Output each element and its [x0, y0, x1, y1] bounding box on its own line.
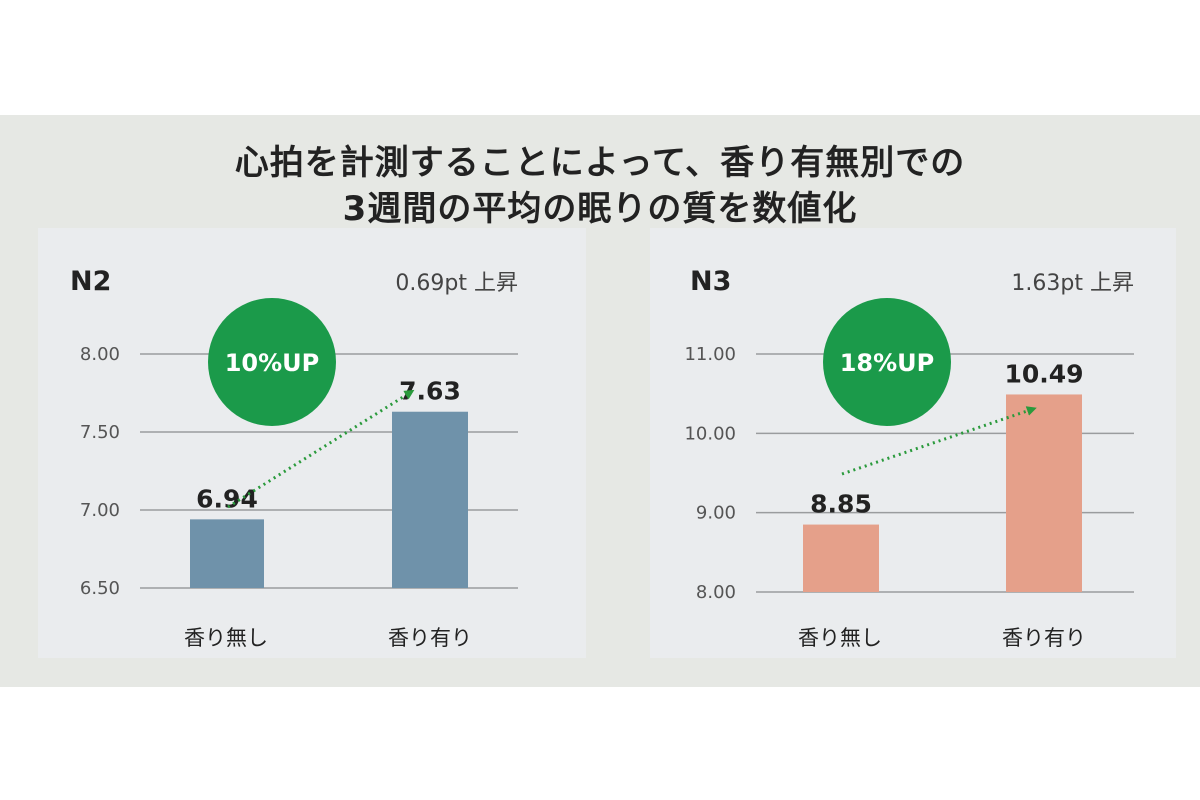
panel-subtitle: 1.63pt 上昇 — [1011, 271, 1134, 296]
panel-n3: N3 1.63pt 上昇 8.00 9.00 10.00 11.00 8.85 香り無し 10.… — [684, 266, 1134, 650]
panel-title: N2 — [70, 266, 111, 297]
chart-title: 心拍を計測することによって、香り有無別での 3週間の平均の眠りの質を数値化 — [0, 140, 1200, 232]
chart-title-line-2: 3週間の平均の眠りの質を数値化 — [342, 189, 858, 229]
panel-background-n2 — [38, 228, 586, 658]
trend-arrow — [841, 406, 1037, 476]
y-tick-label: 8.00 — [696, 582, 736, 603]
bar-with-scent — [392, 411, 468, 588]
x-tick-label: 香り有り — [388, 626, 472, 650]
x-tick-label: 香り有り — [1002, 626, 1086, 650]
badge-label: 18%UP — [840, 349, 935, 377]
panel-n2: N2 0.69pt 上昇 6.50 7.00 7.50 8.00 6.94 香り無し 7.63 香… — [70, 266, 518, 650]
y-tick-label: 7.50 — [80, 422, 120, 443]
panel-subtitle: 0.69pt 上昇 — [395, 271, 518, 296]
badge-circle — [823, 298, 951, 426]
y-tick-label: 7.00 — [80, 500, 120, 521]
bar-without-scent — [803, 524, 879, 592]
panel-background-n3 — [650, 228, 1176, 658]
badge-label: 10%UP — [225, 349, 320, 377]
panel-title: N3 — [690, 266, 731, 297]
y-tick-label: 11.00 — [684, 344, 736, 365]
value-label: 8.85 — [810, 490, 872, 519]
y-tick-label: 6.50 — [80, 578, 120, 599]
badge-circle — [208, 298, 336, 426]
value-label: 7.63 — [399, 377, 461, 406]
bar-with-scent — [1006, 394, 1082, 592]
x-tick-label: 香り無し — [184, 626, 268, 650]
value-label: 6.94 — [196, 484, 258, 513]
trend-arrow — [227, 389, 415, 509]
bar-without-scent — [190, 519, 264, 588]
y-tick-label: 10.00 — [684, 423, 736, 444]
chart-title-line-1: 心拍を計測することによって、香り有無別での — [234, 143, 966, 183]
y-tick-label: 8.00 — [80, 344, 120, 365]
value-label: 10.49 — [1004, 359, 1083, 388]
y-tick-label: 9.00 — [696, 503, 736, 524]
x-tick-label: 香り無し — [798, 626, 882, 650]
